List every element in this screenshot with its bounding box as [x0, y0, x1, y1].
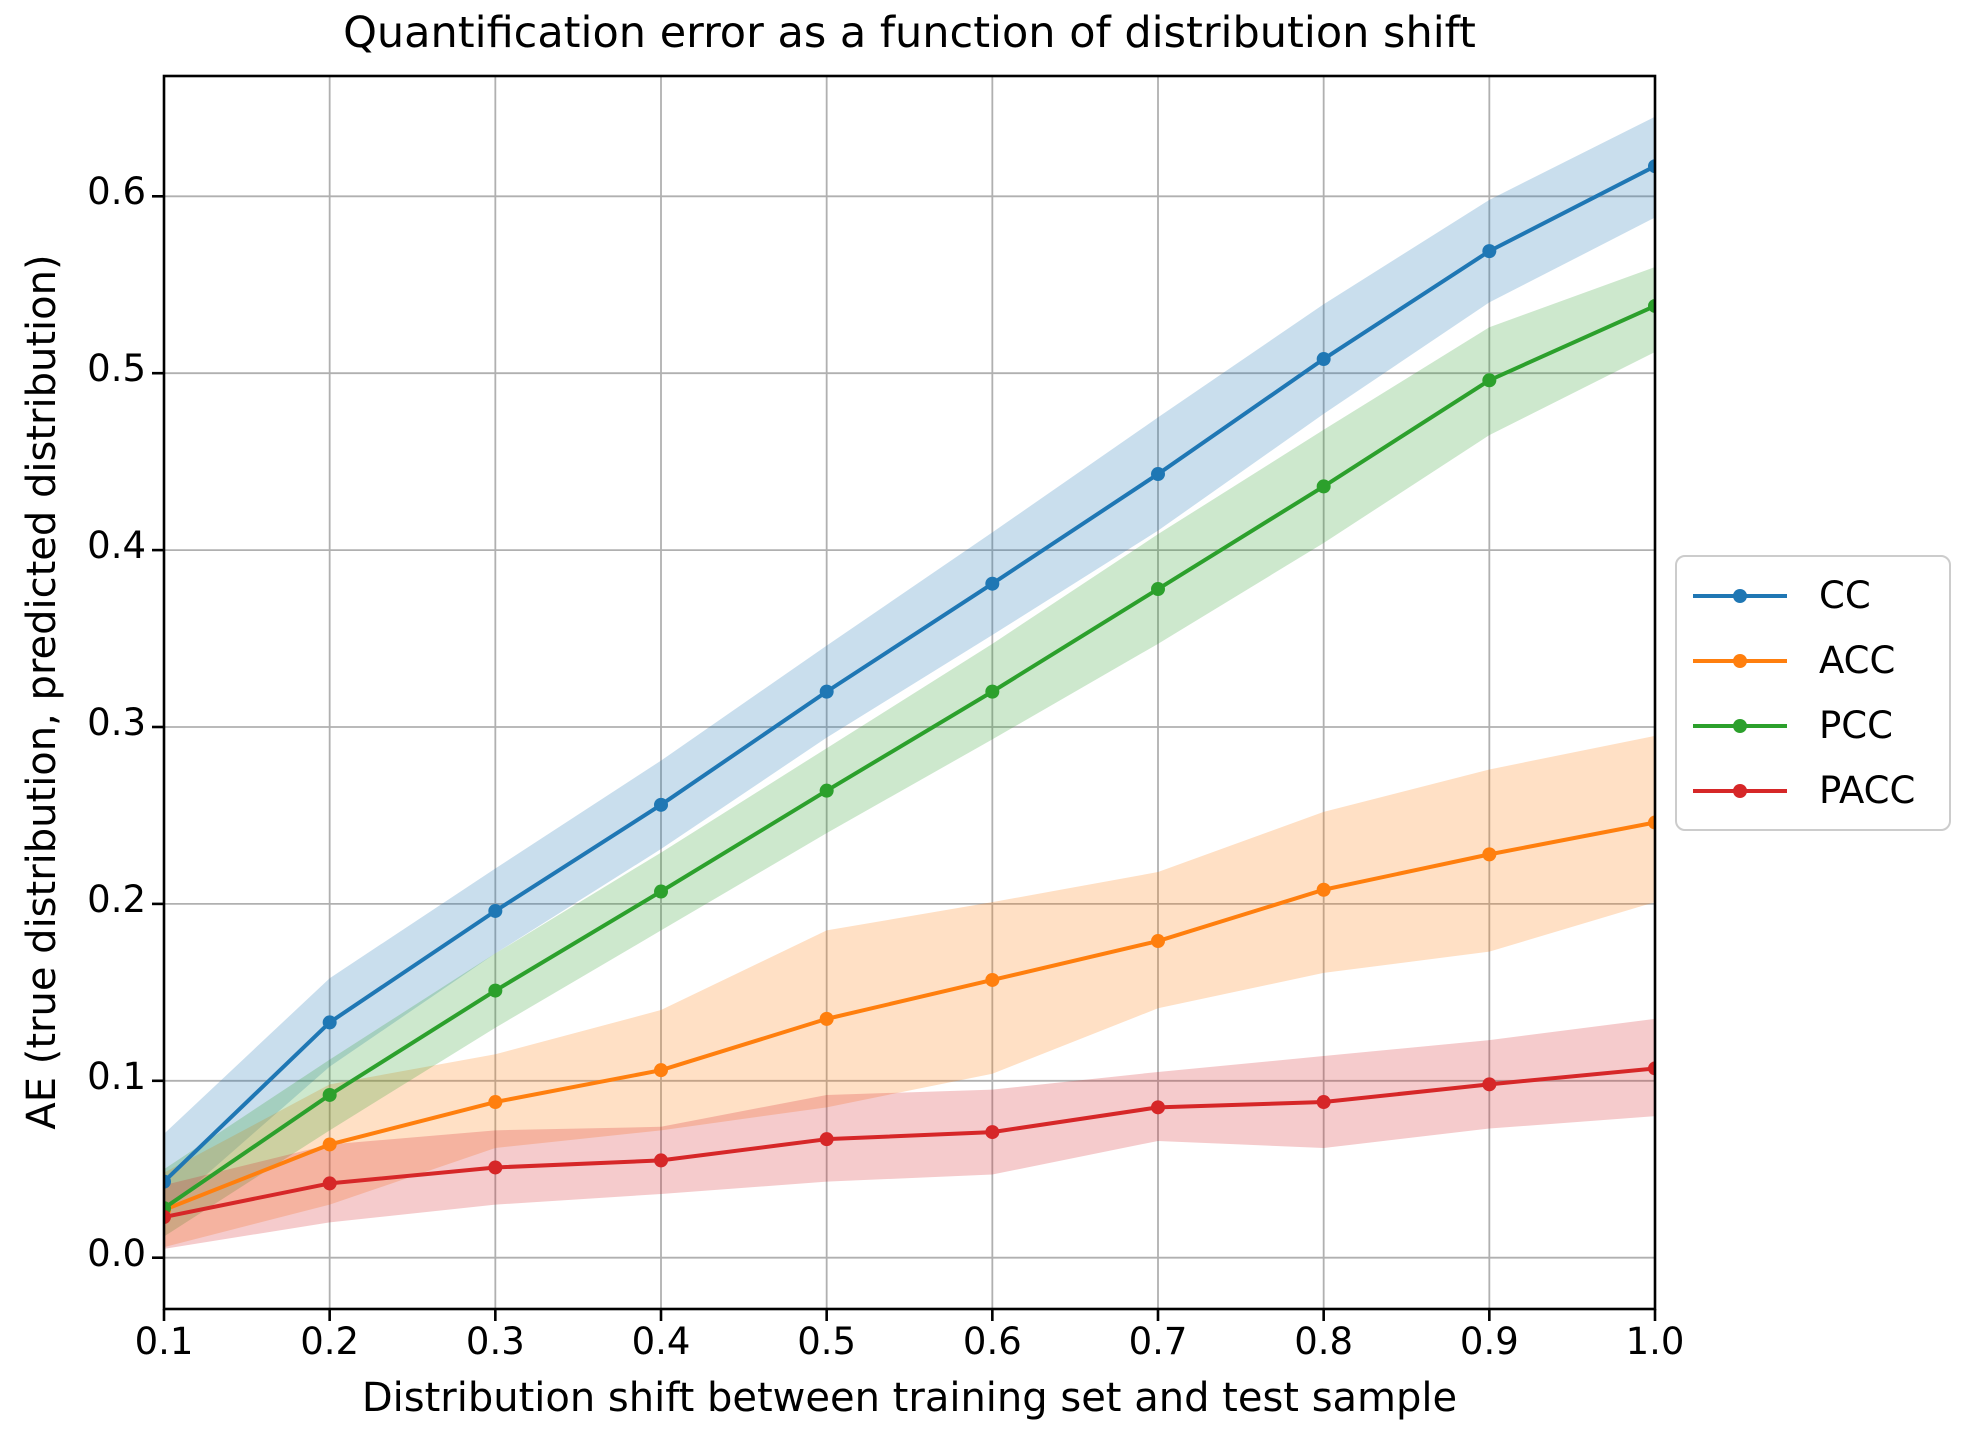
marker-pacc	[1648, 1061, 1655, 1076]
marker-acc	[819, 1011, 834, 1026]
marker-cc	[654, 797, 668, 812]
marker-pacc	[322, 1176, 337, 1191]
legend: CC ACC PCC PACC	[1675, 555, 1951, 831]
x-tick-label: 0.8	[1294, 1320, 1354, 1363]
x-tick-label: 0.7	[1128, 1320, 1188, 1363]
x-tick-label: 0.1	[134, 1320, 194, 1363]
x-tick-label: 0.3	[465, 1320, 525, 1363]
y-tick-label: 0.4	[87, 524, 146, 568]
marker-pcc	[1316, 479, 1331, 494]
marker-acc	[1482, 847, 1497, 862]
y-tick-label: 0.6	[87, 170, 146, 214]
marker-cc	[1482, 244, 1497, 259]
marker-pacc	[1151, 1100, 1165, 1115]
legend-line-sample-icon	[1693, 653, 1787, 668]
band-acc	[164, 735, 1655, 1248]
marker-pacc	[654, 1153, 668, 1168]
marker-pcc	[654, 884, 668, 899]
legend-line-sample-icon	[1693, 588, 1787, 603]
legend-label: ACC	[1819, 639, 1896, 682]
marker-cc	[1151, 467, 1165, 482]
marker-pcc	[1648, 298, 1655, 313]
marker-pacc	[164, 1210, 171, 1225]
marker-pcc	[985, 684, 1000, 699]
legend-item-pcc: PCC	[1677, 693, 1949, 758]
marker-acc	[488, 1095, 503, 1110]
x-tick-label: 0.9	[1459, 1320, 1519, 1363]
marker-cc	[1648, 159, 1655, 174]
legend-line-sample-icon	[1693, 718, 1787, 733]
marker-pacc	[488, 1160, 503, 1175]
legend-line-sample-icon	[1693, 783, 1787, 798]
x-tick-label: 0.2	[300, 1320, 360, 1363]
marker-pacc	[1316, 1095, 1331, 1110]
marker-pcc	[1151, 582, 1165, 597]
marker-pcc	[322, 1087, 337, 1102]
marker-acc	[654, 1063, 668, 1078]
marker-acc	[985, 972, 1000, 987]
chart-title: Quantification error as a function of di…	[343, 8, 1476, 58]
marker-acc	[1648, 815, 1655, 830]
marker-cc	[819, 684, 834, 699]
marker-pacc	[985, 1125, 1000, 1140]
x-tick-label: 0.4	[631, 1320, 691, 1363]
y-tick-label: 0.0	[87, 1231, 146, 1275]
marker-pacc	[1482, 1077, 1497, 1092]
legend-label: PCC	[1819, 704, 1893, 747]
marker-pcc	[488, 983, 503, 998]
legend-label: CC	[1819, 574, 1871, 617]
marker-acc	[1316, 882, 1331, 897]
y-tick-label: 0.1	[87, 1054, 146, 1098]
x-tick-label: 0.6	[962, 1320, 1022, 1363]
marker-cc	[488, 903, 503, 918]
x-axis-label: Distribution shift between training set …	[361, 1375, 1458, 1421]
y-tick-label: 0.3	[87, 700, 146, 744]
band-pcc	[164, 267, 1655, 1237]
y-tick-label: 0.2	[87, 877, 146, 921]
legend-item-acc: ACC	[1677, 628, 1949, 693]
legend-item-cc: CC	[1677, 563, 1949, 628]
marker-cc	[985, 576, 1000, 591]
y-tick-label: 0.5	[87, 347, 146, 391]
legend-label: PACC	[1819, 769, 1916, 812]
marker-acc	[1151, 934, 1165, 949]
marker-acc	[322, 1137, 337, 1152]
line-pcc	[164, 304, 1655, 1210]
line-acc	[164, 820, 1655, 1212]
x-tick-label: 0.5	[797, 1320, 857, 1363]
marker-cc	[164, 1174, 171, 1189]
marker-pcc	[819, 783, 834, 798]
legend-item-pacc: PACC	[1677, 758, 1949, 823]
line-pacc	[164, 1066, 1655, 1219]
marker-cc	[1316, 352, 1331, 367]
marker-cc	[322, 1015, 337, 1030]
line-cc	[164, 164, 1655, 1184]
series-layer	[164, 116, 1655, 1249]
marker-pacc	[819, 1132, 834, 1147]
axes-spines	[162, 74, 1657, 1311]
marker-pcc	[1482, 373, 1497, 388]
band-cc	[164, 116, 1655, 1212]
x-tick-label: 1.0	[1625, 1320, 1685, 1363]
